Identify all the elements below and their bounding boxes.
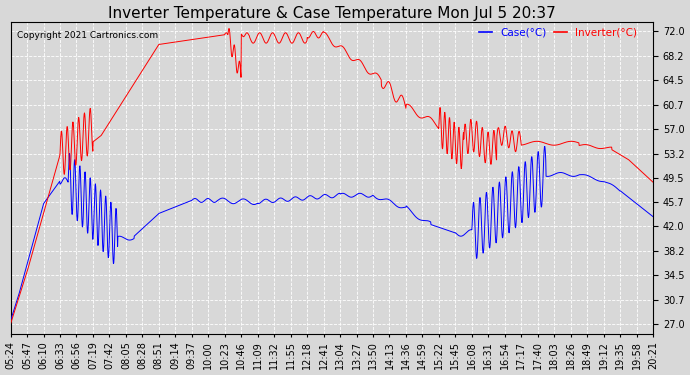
Title: Inverter Temperature & Case Temperature Mon Jul 5 20:37: Inverter Temperature & Case Temperature …: [108, 6, 555, 21]
Legend: Case(°C), Inverter(°C): Case(°C), Inverter(°C): [475, 24, 642, 42]
Text: Copyright 2021 Cartronics.com: Copyright 2021 Cartronics.com: [17, 31, 158, 40]
